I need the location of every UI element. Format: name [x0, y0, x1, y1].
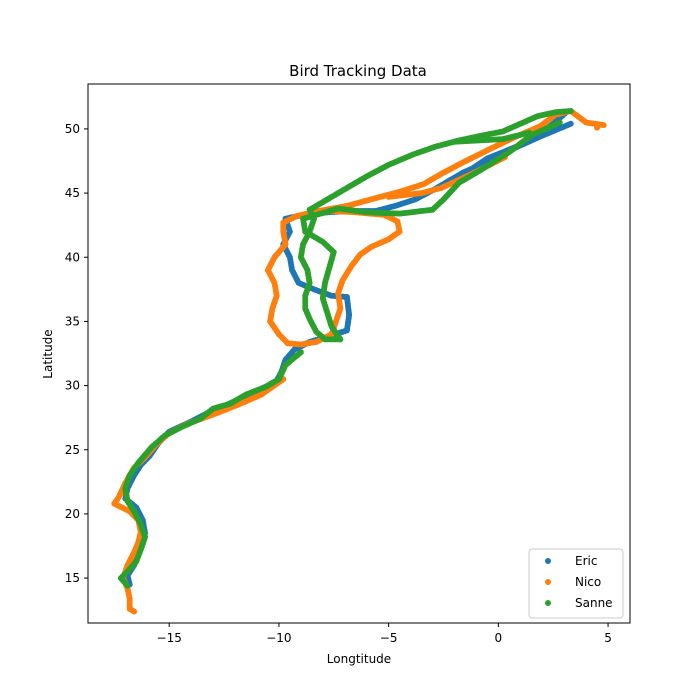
legend-marker-sanne: [545, 600, 551, 606]
legend-box: [528, 548, 624, 619]
legend-label-eric: Eric: [575, 554, 597, 568]
data-point-nico: [131, 608, 138, 615]
x-tick-label: −5: [380, 631, 398, 645]
chart-title: Bird Tracking Data: [289, 62, 427, 80]
data-point-sanne: [124, 582, 131, 589]
plot-frame: [87, 83, 631, 624]
plot-area: [111, 107, 607, 615]
series-eric: [122, 109, 574, 588]
legend-marker-eric: [545, 558, 551, 564]
legend-label-nico: Nico: [575, 575, 601, 589]
y-axis: 15 20 25 30 35 40 45 50: [65, 122, 88, 585]
legend-label-sanne: Sanne: [575, 596, 613, 610]
y-tick-label: 15: [65, 571, 80, 585]
x-tick-label: 0: [495, 631, 503, 645]
x-axis: −15 −10 −5 0 5: [157, 623, 612, 645]
y-tick-label: 35: [65, 314, 80, 328]
y-tick-label: 20: [65, 507, 80, 521]
x-tick-label: −10: [266, 631, 291, 645]
data-point-sanne: [556, 119, 563, 126]
legend: Eric Nico Sanne: [528, 548, 624, 619]
data-point-eric: [567, 120, 574, 127]
data-point-sanne: [526, 129, 533, 136]
x-tick-label: 5: [604, 631, 612, 645]
y-tick-label: 30: [65, 379, 80, 393]
data-point-nico: [594, 124, 601, 131]
series-sanne: [117, 107, 574, 589]
x-axis-label: Longtitude: [327, 652, 391, 666]
y-tick-label: 50: [65, 122, 80, 136]
x-tick-label: −15: [157, 631, 182, 645]
y-tick-label: 25: [65, 443, 80, 457]
legend-marker-nico: [545, 579, 551, 585]
y-tick-label: 40: [65, 250, 80, 264]
y-axis-label: Latitude: [41, 329, 55, 378]
y-tick-label: 45: [65, 186, 80, 200]
